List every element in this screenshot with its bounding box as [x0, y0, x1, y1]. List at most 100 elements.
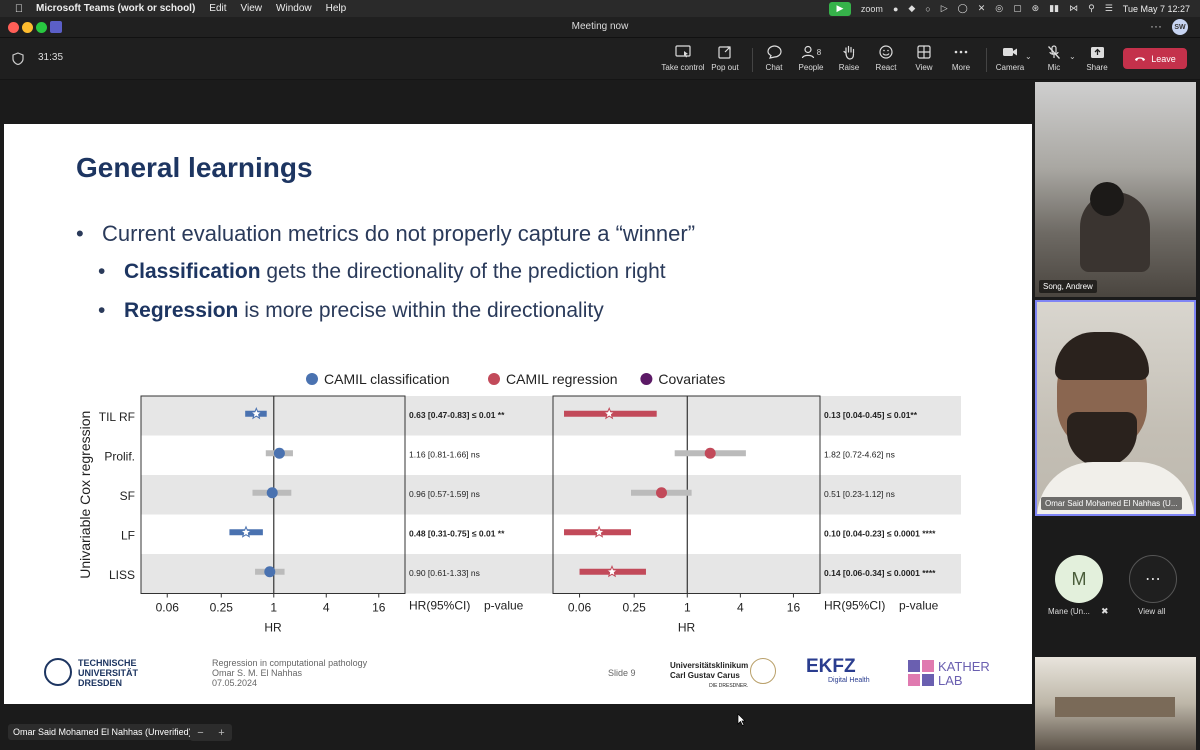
battery-icon[interactable]: ▮▮: [1049, 3, 1060, 13]
window-title: Meeting now: [571, 21, 629, 32]
table-header-hr: HR(95%CI): [824, 599, 885, 613]
shield-status-icon[interactable]: ◆: [908, 3, 916, 13]
share-button[interactable]: Share: [1069, 44, 1125, 72]
people-icon: 8: [801, 44, 821, 60]
row-label: LISS: [109, 568, 135, 582]
row-label: Prolif.: [104, 449, 135, 463]
zoom-controls: − +: [190, 724, 232, 741]
legend-marker: [488, 373, 500, 385]
participant-tile-song[interactable]: Song, Andrew: [1035, 82, 1196, 297]
hr-ci-label: 0.48 [0.31-0.75] ≤ 0.01 **: [409, 528, 505, 538]
toolbar-divider: [752, 48, 753, 72]
clock-icon[interactable]: ◯: [957, 3, 968, 13]
chat-button[interactable]: Chat: [746, 44, 802, 72]
mic-button[interactable]: Mic: [1026, 44, 1082, 72]
mute-icon[interactable]: ✕: [977, 3, 986, 13]
camera-chevron-down-icon[interactable]: ⌄: [1025, 52, 1032, 61]
mic-muted-icon: ✖: [1101, 606, 1109, 616]
raise-hand-button[interactable]: Raise: [821, 44, 877, 72]
table-header-pvalue: p-value: [899, 599, 939, 613]
menu-view[interactable]: View: [240, 3, 263, 14]
teams-app-icon: [50, 21, 62, 33]
minimize-window-button[interactable]: [22, 22, 33, 33]
toolbar-divider: [986, 48, 987, 72]
x-axis-label: HR: [264, 621, 282, 633]
app-menu[interactable]: Microsoft Teams (work or school): [36, 3, 196, 14]
view-all-button[interactable]: ⋯: [1129, 555, 1177, 603]
view-button[interactable]: View: [896, 44, 952, 72]
menu-bar:  Microsoft Teams (work or school) Edit …: [0, 0, 1200, 17]
zoom-status[interactable]: zoom: [860, 3, 883, 14]
ukd-wordmark: Universitätsklinikum Carl Gustav Carus DIE…: [670, 661, 749, 689]
react-button[interactable]: React: [858, 44, 914, 72]
row-label: SF: [120, 489, 135, 503]
row-band: [141, 396, 961, 436]
camera-button[interactable]: Camera: [982, 44, 1038, 72]
control-center-icon[interactable]: ☰: [1104, 3, 1113, 13]
hr-ci-label: 0.10 [0.04-0.23] ≤ 0.0001 ****: [824, 528, 936, 538]
wifi-icon[interactable]: ⋈: [1069, 3, 1079, 13]
menu-help[interactable]: Help: [325, 3, 347, 14]
mouse-cursor-icon: [737, 713, 746, 726]
window-titlebar: Meeting now ··· SW: [0, 17, 1200, 38]
legend-label: CAMIL classification: [324, 371, 450, 387]
people-count: 8: [816, 47, 822, 57]
close-window-button[interactable]: [8, 22, 19, 33]
hr-ci-label: 0.90 [0.61-1.33] ns: [409, 568, 480, 578]
user-avatar[interactable]: SW: [1172, 19, 1188, 35]
play-icon[interactable]: ▷: [940, 3, 948, 13]
video-feed: [1067, 412, 1137, 467]
fullscreen-window-button[interactable]: [36, 22, 47, 33]
x-tick-label: 0.25: [623, 601, 647, 615]
mic-chevron-down-icon[interactable]: ⌄: [1069, 52, 1076, 61]
pop-out-button[interactable]: Pop out: [697, 44, 753, 72]
smile-icon: [879, 44, 893, 60]
chat-label: Chat: [765, 63, 783, 72]
zoom-out-button[interactable]: −: [197, 726, 204, 739]
table-header-hr: HR(95%CI): [409, 599, 470, 613]
legend-label: Covariates: [658, 371, 725, 387]
participant-avatar-mane[interactable]: M: [1055, 555, 1103, 603]
slide-number: Slide 9: [608, 668, 636, 678]
leave-button[interactable]: Leave: [1123, 48, 1187, 69]
more-button[interactable]: More: [933, 44, 989, 72]
video-feed: [1055, 332, 1149, 380]
participant-tile-omar[interactable]: Omar Said Mohamed El Nahhas (U...: [1035, 300, 1196, 516]
screen-cursor-icon: [675, 44, 691, 60]
leave-label: Leave: [1151, 53, 1176, 64]
meeting-toolbar: 31:35 Take control Pop out Chat 8 People…: [0, 38, 1200, 80]
hr-ci-label: 0.14 [0.06-0.34] ≤ 0.0001 ****: [824, 568, 936, 578]
wechat-icon[interactable]: ●: [892, 3, 899, 14]
hr-ci-label: 0.51 [0.23-1.12] ns: [824, 489, 895, 499]
datetime[interactable]: Tue May 7 12:27: [1122, 3, 1190, 14]
bluetooth-tray-icon[interactable]: ○: [925, 3, 931, 14]
hr-star-marker: [592, 525, 606, 538]
airdrop-icon[interactable]: ◎: [995, 3, 1004, 13]
more-options-icon[interactable]: ···: [1150, 19, 1162, 33]
apple-icon[interactable]: : [10, 3, 28, 15]
presenter-name-label: Omar Said Mohamed El Nahhas (Unverified): [8, 724, 197, 740]
menu-edit[interactable]: Edit: [209, 3, 227, 14]
facetime-camera-indicator-icon[interactable]: ▶: [828, 1, 851, 16]
menu-window[interactable]: Window: [276, 3, 312, 14]
keyboard-icon[interactable]: ▢: [1013, 3, 1022, 13]
ekfz-subtitle: Digital Health: [828, 677, 870, 684]
shared-slide[interactable]: General learnings • Current evaluation me…: [4, 124, 1032, 704]
hand-icon: [842, 44, 856, 60]
search-icon[interactable]: ⚲: [1088, 3, 1095, 13]
legend-label: CAMIL regression: [506, 371, 618, 387]
participant-tile-room[interactable]: [1035, 657, 1196, 750]
table-header-pvalue: p-value: [484, 599, 524, 613]
row-label: TIL RF: [99, 410, 135, 424]
x-tick-label: 0.25: [210, 601, 234, 615]
people-button[interactable]: 8 People: [783, 44, 839, 72]
zoom-in-button[interactable]: +: [218, 726, 225, 739]
bluetooth-icon[interactable]: ⊛: [1031, 3, 1040, 13]
video-feed: [1055, 697, 1175, 717]
x-tick-label: 16: [787, 601, 801, 615]
row-label: LF: [121, 528, 135, 542]
hr-point: [264, 566, 276, 578]
hr-ci-label: 0.96 [0.57-1.59] ns: [409, 489, 480, 499]
x-axis-label: HR: [678, 621, 696, 633]
take-control-button[interactable]: Take control: [654, 44, 712, 72]
